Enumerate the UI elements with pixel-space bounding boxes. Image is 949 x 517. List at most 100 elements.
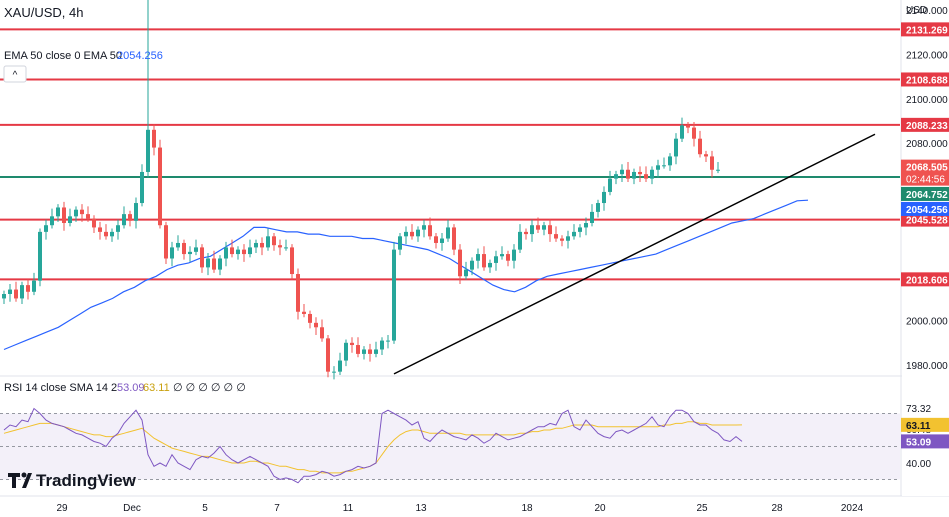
candle[interactable] [686,125,690,128]
candle[interactable] [596,203,600,212]
candle[interactable] [98,227,102,232]
candle[interactable] [80,209,84,215]
candle[interactable] [464,269,468,277]
candle[interactable] [560,238,564,241]
candle[interactable] [176,242,180,248]
candle[interactable] [332,371,336,373]
candle[interactable] [446,227,450,239]
candle[interactable] [86,214,90,219]
candle[interactable] [554,234,558,239]
collapse-legend-button[interactable] [3,65,27,83]
candle[interactable] [296,274,300,312]
candle[interactable] [230,247,234,255]
candle[interactable] [602,191,606,204]
symbol-title[interactable]: XAU/USD, 4h [4,5,83,20]
candle[interactable] [512,249,516,261]
candle[interactable] [368,349,372,354]
candle[interactable] [350,342,354,346]
candle[interactable] [536,225,540,230]
candle[interactable] [278,245,282,248]
candle[interactable] [326,338,330,372]
tradingview-logo[interactable]: TradingView [8,471,137,490]
candle[interactable] [356,345,360,354]
candle[interactable] [518,231,522,250]
candle[interactable] [632,171,636,179]
candle[interactable] [152,129,156,148]
candle[interactable] [458,249,462,277]
candle[interactable] [494,256,498,263]
candle[interactable] [488,262,492,268]
candle[interactable] [224,247,228,259]
candle[interactable] [416,229,420,237]
candle[interactable] [254,242,258,248]
candle[interactable] [662,165,666,167]
candle[interactable] [404,231,408,237]
candle[interactable] [668,156,672,166]
candle[interactable] [674,138,678,157]
candle[interactable] [626,169,630,179]
candle[interactable] [92,218,96,228]
candle[interactable] [338,360,342,372]
candle[interactable] [344,342,348,361]
candle[interactable] [386,340,390,342]
candle[interactable] [272,236,276,246]
candle[interactable] [266,236,270,248]
candle[interactable] [692,127,696,139]
candle[interactable] [506,254,510,261]
candle[interactable] [32,280,36,292]
candle[interactable] [200,247,204,268]
candle[interactable] [212,258,216,270]
candle[interactable] [8,289,12,294]
candle[interactable] [146,129,150,172]
candle[interactable] [122,214,126,226]
candle[interactable] [608,178,612,192]
candle[interactable] [374,349,378,354]
candle[interactable] [134,203,138,221]
candle[interactable] [704,154,708,157]
candle[interactable] [182,242,186,255]
candles[interactable] [2,0,720,380]
candle[interactable] [74,209,78,217]
candle[interactable] [578,227,582,232]
rsi-legend-label[interactable]: RSI 14 close SMA 14 2 [4,382,117,394]
candle[interactable] [44,225,48,232]
candle[interactable] [482,254,486,268]
candle[interactable] [128,214,132,221]
candle[interactable] [392,249,396,341]
candle[interactable] [680,125,684,139]
candle[interactable] [302,311,306,314]
candle[interactable] [68,216,72,223]
candle[interactable] [638,171,642,175]
candle[interactable] [470,260,474,270]
candle[interactable] [56,207,60,217]
candle[interactable] [236,249,240,255]
candle[interactable] [698,138,702,155]
candle[interactable] [206,258,210,268]
candle[interactable] [62,207,66,223]
candle[interactable] [110,231,114,237]
candle[interactable] [20,285,24,299]
candle[interactable] [476,254,480,261]
candle[interactable] [422,225,426,230]
candle[interactable] [50,216,54,226]
ema-legend-label[interactable]: EMA 50 close 0 EMA 50 [4,50,122,62]
candle[interactable] [584,223,588,228]
candle[interactable] [500,254,504,257]
candle[interactable] [716,169,720,171]
support-trendline[interactable] [393,133,876,375]
candle[interactable] [542,225,546,230]
candle[interactable] [248,247,252,255]
candle[interactable] [116,225,120,232]
candle[interactable] [572,231,576,237]
candle[interactable] [242,249,246,255]
candle[interactable] [644,174,648,179]
candle[interactable] [218,258,222,270]
candle[interactable] [452,227,456,250]
candle[interactable] [566,236,570,241]
candle[interactable] [548,225,552,235]
candle[interactable] [620,169,624,175]
candle[interactable] [524,231,528,235]
candle[interactable] [314,322,318,328]
candle[interactable] [2,294,6,299]
